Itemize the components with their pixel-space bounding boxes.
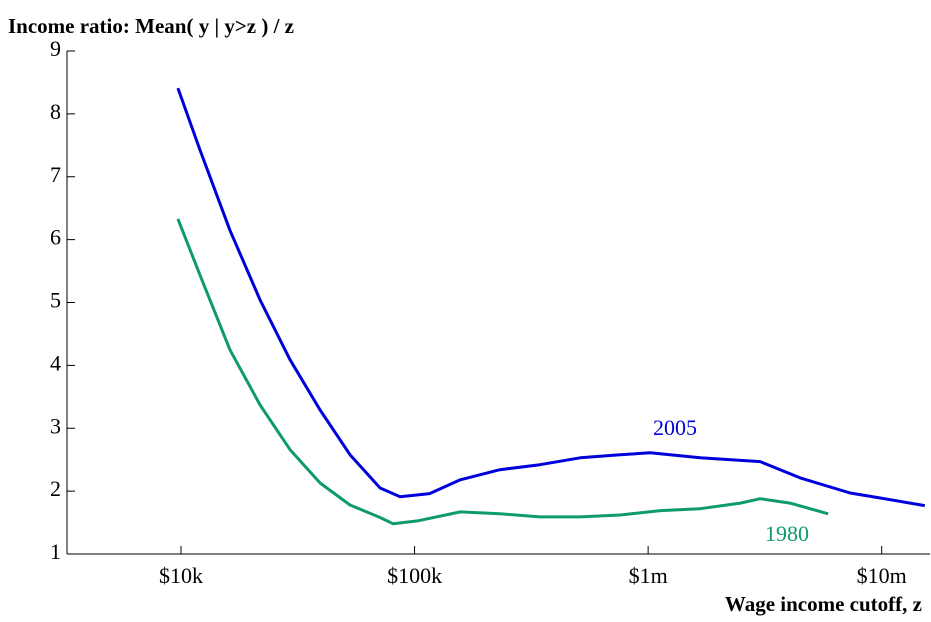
chart-title: Income ratio: Mean( y | y>z ) / z <box>8 14 294 38</box>
series-line <box>176 87 926 508</box>
series-line <box>176 218 829 526</box>
y-tick-label: 1 <box>50 539 61 564</box>
x-tick-label: $10m <box>857 563 907 588</box>
x-tick-label: $1m <box>629 563 668 588</box>
x-axis-label: Wage income cutoff, z <box>725 592 922 616</box>
y-tick-label: 5 <box>50 288 61 313</box>
series-label: 2005 <box>653 415 697 440</box>
x-tick-label: $10k <box>159 563 203 588</box>
series-label: 1980 <box>765 521 809 546</box>
y-tick-label: 8 <box>50 99 61 124</box>
y-tick-label: 9 <box>50 36 61 61</box>
y-tick-label: 3 <box>50 413 61 438</box>
y-tick-label: 7 <box>50 162 61 187</box>
y-tick-label: 2 <box>50 476 61 501</box>
x-tick-label: $100k <box>387 563 442 588</box>
y-tick-label: 4 <box>50 350 61 375</box>
y-tick-label: 6 <box>50 225 61 250</box>
